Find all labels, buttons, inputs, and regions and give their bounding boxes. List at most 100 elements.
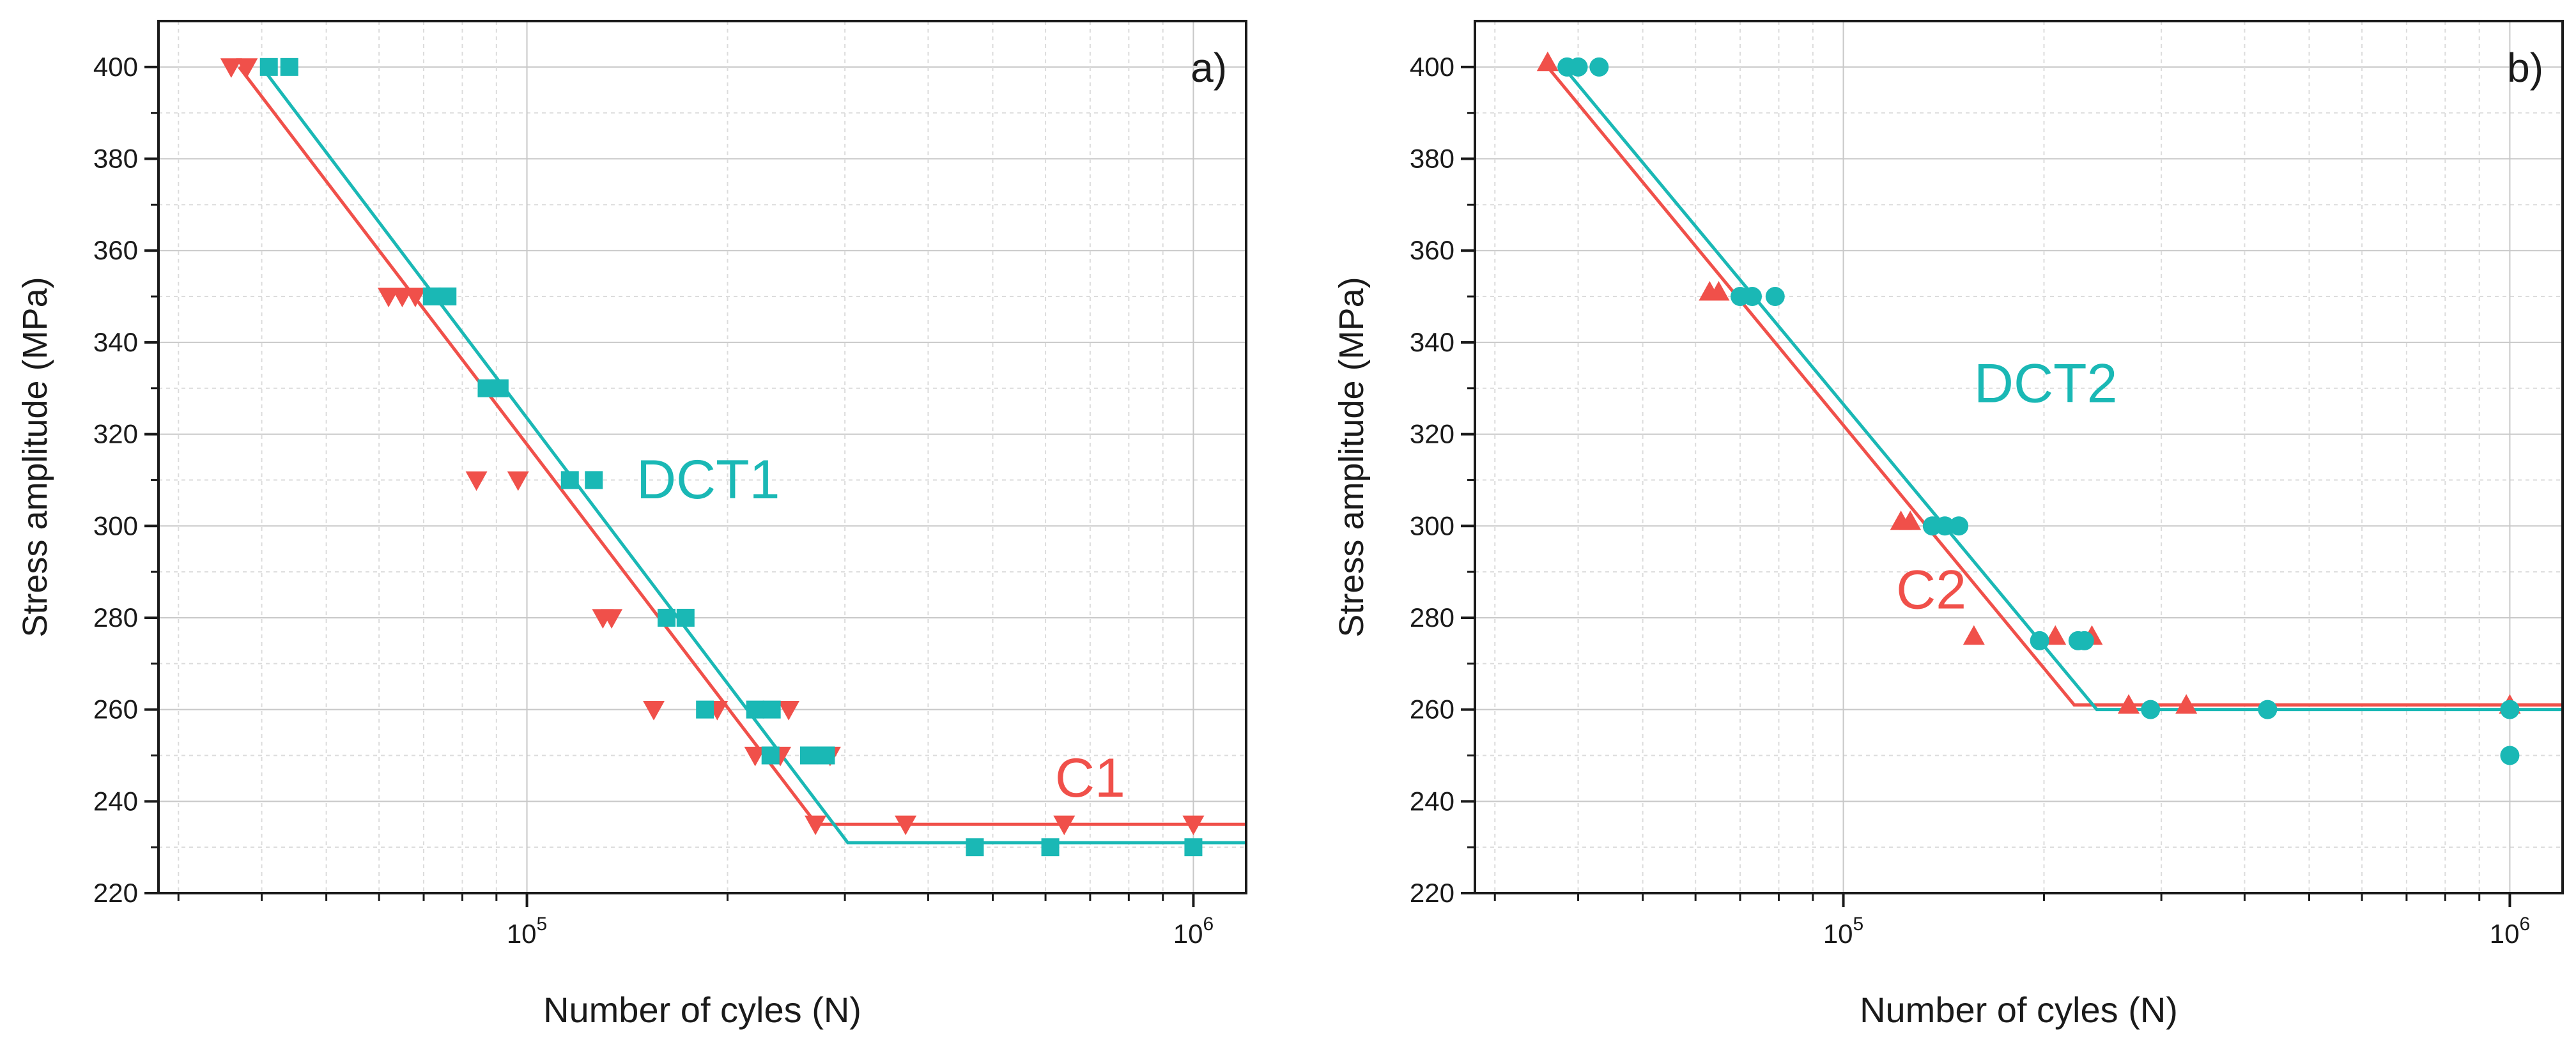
panel-b-fit-line-c2 (1546, 66, 2563, 707)
panel-b-plot-frame (1474, 20, 2564, 894)
panel-b-x-tick-labels: 105 106 (1823, 914, 2530, 949)
panel-b-dct2-point-2 (1589, 57, 1609, 77)
panel-a-x-tick-label-1000000: 106 (1173, 914, 1214, 949)
panel-b-dct2-point-9 (2030, 631, 2049, 650)
panel-a-dct1-point-5 (490, 379, 509, 397)
panel-b-c2-point-4 (1899, 510, 1922, 530)
panel-b-dct2-point-15 (2500, 746, 2520, 765)
panel-a-y-tick-label-220: 220 (93, 878, 138, 908)
panel-b-fit-lines (1546, 66, 2563, 712)
panel-b-y-tick-label-220: 220 (1410, 878, 1454, 908)
panel-a-dct1-point-8 (658, 608, 676, 627)
panel-b-c2-point-9 (2175, 694, 2198, 714)
panel-b-dct2-point-4 (1743, 287, 1762, 307)
panel-a-c1-point-4 (404, 287, 426, 308)
panel-a-plot-frame (157, 20, 1247, 894)
panel-a-dct1-point-18 (1184, 838, 1203, 857)
panel-a-dct1-point-0 (259, 57, 278, 76)
panel-a-y-tick-label-280: 280 (93, 602, 138, 632)
panel-a-series-label-c1: C1 (1055, 747, 1125, 809)
panel-a-axes (144, 20, 1247, 907)
panel-b-c2-point-6 (2044, 625, 2067, 645)
panel-a-dct1-point-15 (817, 746, 835, 765)
panel-a-c1-point-18 (1182, 815, 1205, 836)
panel-b-markers (1536, 51, 2521, 765)
panel-b-y-tick-label-300: 300 (1410, 510, 1454, 540)
panel-b-dct2-point-5 (1765, 287, 1785, 307)
panel-b-dct2-point-11 (2074, 631, 2094, 650)
panel-b: 220 240 260 280 300 320 340 360 380 400 105 106 b)… (1332, 20, 2564, 1030)
panel-a: 220 240 260 280 300 320 340 360 380 400 105 106 a)… (16, 20, 1247, 1030)
panel-a-dct1-point-16 (966, 838, 984, 857)
panel-a-c1-point-2 (378, 287, 400, 308)
panel-b-y-tick-label-340: 340 (1410, 327, 1454, 357)
panel-a-c1-point-17 (1053, 815, 1076, 836)
panel-b-y-axis-label: Stress amplitude (MPa) (1332, 277, 1371, 637)
panel-a-dct1-point-3 (438, 287, 457, 306)
panel-b-dct2-point-12 (2141, 700, 2161, 719)
panel-a-dct1-point-11 (746, 700, 764, 719)
panel-b-grid (1475, 21, 2563, 894)
panel-a-y-tick-label-320: 320 (93, 419, 138, 449)
panel-b-y-tick-label-280: 280 (1410, 602, 1454, 632)
panel-a-y-tick-label-400: 400 (93, 52, 138, 82)
panel-b-y-tick-label-240: 240 (1410, 786, 1454, 816)
panel-b-dct2-point-7 (1935, 516, 1955, 536)
panel-a-x-tick-labels: 105 106 (507, 914, 1214, 949)
panel-a-dct1-point-7 (585, 471, 603, 489)
panel-a-markers (220, 57, 1205, 857)
panel-b-c2-point-2 (1708, 280, 1730, 301)
panel-a-y-tick-label-380: 380 (93, 144, 138, 174)
panel-a-dct1-point-14 (799, 746, 818, 765)
panel-a-label: a) (1191, 45, 1227, 91)
panel-a-y-tick-label-300: 300 (93, 510, 138, 540)
panel-a-dct1-point-17 (1041, 838, 1060, 857)
panel-b-dct2-point-14 (2500, 700, 2520, 719)
panel-b-axes (1461, 20, 2564, 907)
panel-b-y-tick-label-320: 320 (1410, 419, 1454, 449)
panel-b-dct2-point-1 (1568, 57, 1588, 77)
panel-a-dct1-point-10 (696, 700, 714, 719)
panel-a-dct1-point-9 (676, 608, 695, 627)
panel-b-y-tick-labels: 220 240 260 280 300 320 340 360 380 400 (1410, 52, 1454, 908)
panel-a-c1-point-6 (507, 471, 529, 491)
panel-b-series-label-c2: C2 (1896, 560, 1966, 621)
panel-a-dct1-point-6 (560, 471, 579, 489)
panel-a-c1-point-9 (643, 701, 665, 721)
panel-a-dct1-point-12 (762, 700, 781, 719)
panel-a-x-axis-label: Number of cyles (N) (543, 990, 861, 1030)
panel-a-grid (158, 21, 1246, 894)
panel-b-c2-point-8 (2118, 694, 2140, 714)
panel-a-y-tick-label-360: 360 (93, 235, 138, 265)
panel-a-c1-point-15 (805, 815, 827, 836)
panel-a-y-tick-label-340: 340 (93, 327, 138, 357)
panel-a-y-tick-label-260: 260 (93, 694, 138, 724)
panel-a-fit-line-dct1 (260, 66, 1246, 845)
panel-b-y-tick-label-400: 400 (1410, 52, 1454, 82)
panel-a-x-tick-label-100000: 105 (507, 914, 547, 949)
panel-a-c1-point-13 (778, 701, 800, 721)
panel-a-c1-point-11 (744, 746, 766, 767)
panel-b-fit-line-dct2 (1562, 66, 2563, 712)
panel-b-y-tick-label-360: 360 (1410, 235, 1454, 265)
panel-a-dct1-point-13 (761, 746, 780, 765)
panel-a-c1-point-8 (601, 609, 623, 629)
panel-a-c1-point-1 (236, 58, 258, 78)
panel-a-c1-point-5 (465, 471, 488, 491)
panel-a-y-tick-label-240: 240 (93, 786, 138, 816)
panel-b-x-tick-label-1000000: 106 (2490, 914, 2530, 949)
panel-b-dct2-point-13 (2258, 700, 2278, 719)
panel-a-y-tick-labels: 220 240 260 280 300 320 340 360 380 400 (93, 52, 138, 908)
panel-a-dct1-point-1 (280, 57, 298, 76)
panel-b-y-tick-label-260: 260 (1410, 694, 1454, 724)
panel-b-series-label-dct2: DCT2 (1974, 353, 2118, 414)
panel-b-y-tick-label-380: 380 (1410, 144, 1454, 174)
panel-b-c2-point-5 (1963, 625, 1985, 645)
panel-a-dct1-point-2 (422, 287, 441, 306)
panel-a-c1-point-0 (220, 58, 242, 78)
panel-b-c2-point-0 (1536, 51, 1559, 72)
panel-a-series-label-dct1: DCT1 (636, 449, 780, 510)
panel-a-c1-point-16 (895, 815, 917, 836)
